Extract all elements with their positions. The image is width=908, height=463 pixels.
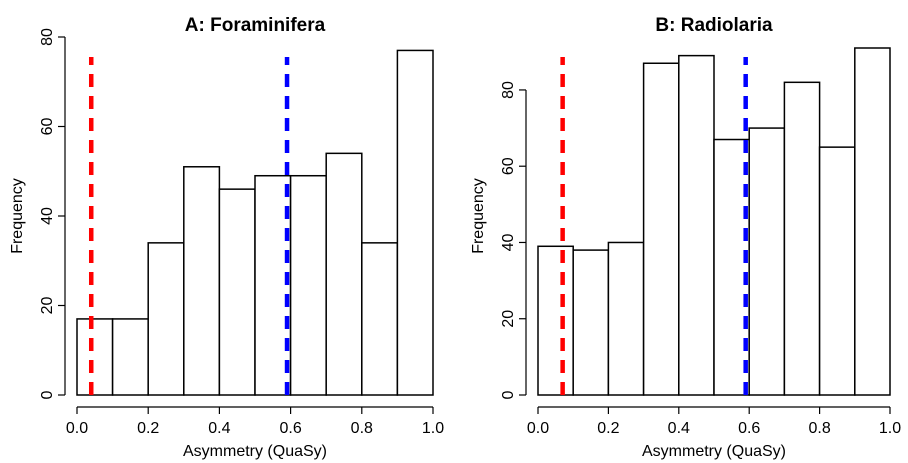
histogram-bar (537, 245, 574, 396)
x-tick-label: 1.0 (422, 420, 444, 437)
x-tick-label: 0.8 (351, 420, 373, 437)
x-tick-label: 0.6 (738, 420, 760, 437)
histogram-bar (289, 174, 327, 396)
histogram-bar (361, 242, 399, 396)
x-tick-label: 0.6 (279, 420, 301, 437)
y-tick-label: 40 (39, 207, 56, 225)
y-tick-label: 60 (500, 157, 517, 175)
y-tick-label: 20 (500, 310, 517, 328)
histogram-bar (111, 318, 149, 396)
chart-title: A: Foraminifera (185, 15, 326, 36)
x-axis-label: Asymmetry (QuaSy) (183, 443, 327, 460)
histogram-bar (76, 318, 114, 396)
histogram-bar (254, 174, 292, 396)
panel-b: B: Radiolaria 0.0 0.2 0.4 0.6 0.8 1.0 Asymmetry… (470, 15, 901, 460)
x-tick-label: 0.4 (208, 420, 230, 437)
y-tick-label: 80 (39, 28, 56, 46)
x-tick-label: 0.0 (527, 420, 549, 437)
y-tick-label: 40 (500, 233, 517, 251)
x-axis-label: Asymmetry (QuaSy) (642, 443, 786, 460)
y-tick-label: 60 (39, 118, 56, 136)
x-tick-label: 0.2 (597, 420, 619, 437)
y-tick-label: 80 (500, 81, 517, 99)
histogram-bar (183, 166, 221, 396)
histogram-bar (678, 54, 715, 396)
y-axis-label: Frequency (9, 178, 26, 254)
histogram-bar (147, 242, 185, 396)
histogram-bar (748, 127, 786, 396)
histogram-bar (818, 146, 856, 396)
y-tick-label: 0 (500, 390, 517, 399)
histogram-bar (642, 62, 680, 396)
histogram-bar (218, 188, 256, 396)
histogram-bar (325, 152, 363, 396)
y-tick-label: 20 (39, 297, 56, 315)
y-tick-label: 0 (39, 390, 56, 399)
histogram-bar (607, 241, 645, 396)
x-tick-label: 1.0 (879, 420, 901, 437)
histogram-bar (783, 81, 821, 396)
x-tick-label: 0.8 (808, 420, 830, 437)
histogram-bar (854, 47, 891, 396)
histogram-bar (572, 249, 610, 396)
panel-a: A: Foraminifera 0.0 0.2 0.4 0.6 0.8 1.0 Asymmet… (9, 15, 444, 460)
histogram-bar (713, 138, 750, 396)
histogram-bar (396, 49, 434, 396)
x-tick-label: 0.0 (66, 420, 88, 437)
chart-title: B: Radiolaria (655, 15, 773, 36)
x-tick-label: 0.2 (137, 420, 159, 437)
y-axis-label: Frequency (470, 178, 487, 254)
x-tick-label: 0.4 (668, 420, 690, 437)
